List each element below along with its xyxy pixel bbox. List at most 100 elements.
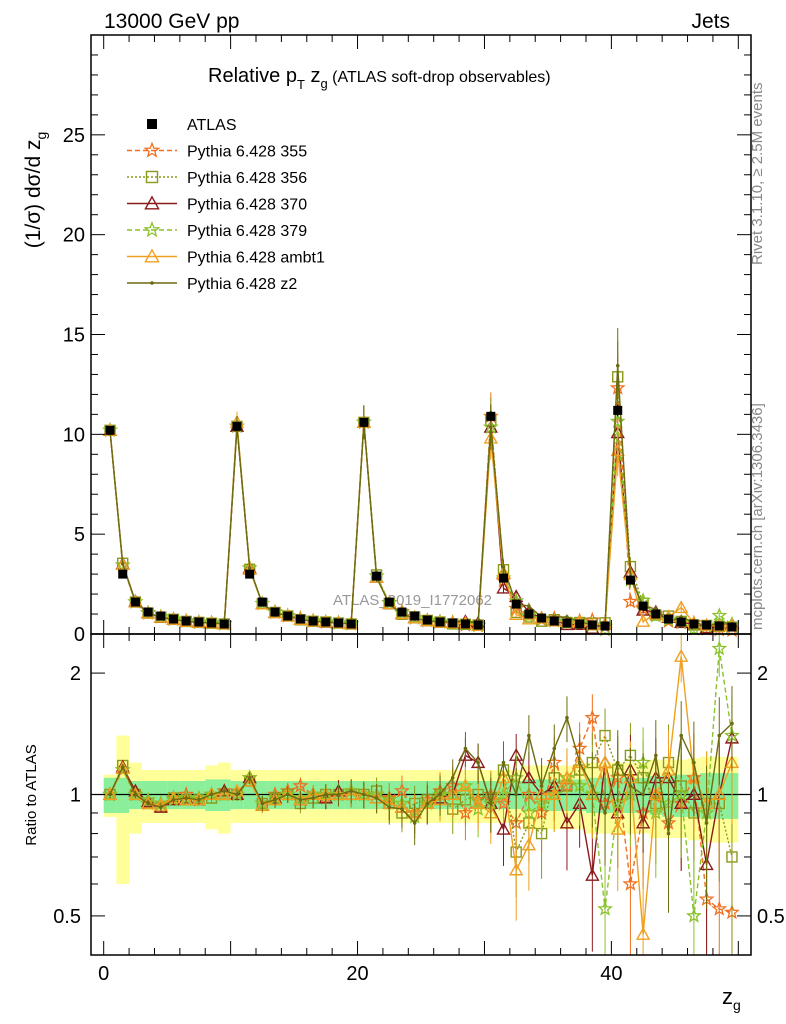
- atlas-point: [130, 597, 140, 607]
- ratio-line-5: [109, 715, 733, 834]
- atlas-point: [702, 620, 712, 630]
- atlas-point: [410, 611, 420, 621]
- atlas-point: [169, 614, 178, 624]
- atlas-point: [334, 618, 343, 628]
- ratio-point: [217, 787, 232, 800]
- series-point: [114, 556, 131, 572]
- atlas-point: [143, 607, 153, 617]
- atlas-point: [587, 620, 597, 630]
- legend-atlas-marker: [147, 119, 157, 129]
- series-point: [685, 620, 702, 636]
- atlas-point: [156, 611, 166, 621]
- atlas-point: [549, 616, 559, 626]
- atlas-point: [219, 619, 229, 629]
- atlas-point: [105, 425, 115, 435]
- legend-marker: [143, 141, 161, 158]
- x-axis-label: zg: [722, 984, 741, 1013]
- atlas-point: [689, 619, 699, 629]
- ratio-point: [685, 907, 702, 923]
- series-point: [711, 607, 728, 623]
- y-axis-label: (1/σ) dσ/d zg: [22, 132, 49, 249]
- ratio-y-tick-label: 2: [70, 663, 81, 685]
- atlas-point: [625, 575, 635, 585]
- title-sub-t: T: [297, 77, 305, 92]
- ratio-point: [711, 640, 728, 656]
- legend-marker: [145, 170, 159, 184]
- ratio-point: [387, 805, 392, 810]
- ratio-point: [298, 798, 303, 802]
- ratio-point: [242, 773, 257, 787]
- legend-label: Pythia 6.428 z2: [187, 276, 297, 293]
- ratio-point: [666, 831, 671, 836]
- series-point: [615, 363, 620, 368]
- series-line-5: [109, 365, 733, 628]
- ratio-point: [438, 792, 442, 797]
- ratio-point: [565, 715, 569, 720]
- title-sub-g: g: [320, 76, 327, 91]
- legend-marker: [143, 220, 161, 238]
- x-axis-label-text: z: [722, 984, 733, 1009]
- ratio-point: [711, 900, 728, 916]
- ratio-point: [171, 798, 176, 802]
- ratio-point: [324, 792, 328, 797]
- ratio-point: [584, 709, 601, 725]
- atlas-point: [714, 621, 724, 631]
- ratio-point: [539, 784, 544, 788]
- svg-text:zg: zg: [722, 984, 741, 1013]
- atlas-point: [118, 569, 128, 579]
- atlas-point: [232, 421, 242, 431]
- atlas-point: [537, 613, 547, 623]
- series-point: [509, 607, 524, 621]
- title-mid: z: [305, 65, 321, 87]
- header-left: 13000 GeV pp: [104, 10, 239, 33]
- atlas-point: [524, 609, 534, 619]
- y-tick-label: 15: [63, 325, 85, 347]
- ratio-band-stat: [116, 777, 130, 813]
- ratio-point: [120, 765, 125, 769]
- ratio-point: [521, 837, 537, 851]
- ratio-y-tick-label: 1: [757, 785, 768, 807]
- ratio-point: [726, 851, 738, 863]
- series-point: [565, 615, 569, 619]
- ratio-point: [146, 801, 150, 806]
- atlas-point: [486, 411, 496, 421]
- x-tick-label: 20: [346, 963, 368, 985]
- atlas-point: [562, 618, 572, 628]
- ratio-point: [717, 733, 722, 738]
- y-tick-label: 5: [74, 524, 85, 546]
- ratio-point: [362, 792, 366, 797]
- legend-label: Pythia 6.428 356: [187, 170, 307, 187]
- ratio-point: [514, 792, 518, 797]
- ratio-point: [603, 811, 607, 815]
- ratio-point: [102, 787, 118, 800]
- atlas-point: [295, 614, 305, 624]
- ratio-point: [501, 760, 506, 765]
- ratio-point: [222, 789, 227, 793]
- x-axis-label-sub: g: [733, 997, 741, 1013]
- atlas-point: [600, 621, 610, 631]
- atlas-point: [397, 607, 407, 617]
- ratio-point: [247, 776, 252, 780]
- ratio-point: [559, 815, 575, 829]
- legend: ATLAS Pythia 6.428 355 Pythia 6.428 356 Pyt…: [127, 117, 325, 293]
- legend-marker: [144, 195, 160, 210]
- atlas-point: [321, 617, 331, 627]
- ratio-point: [547, 787, 562, 800]
- ratio-y-tick-label: 2: [757, 663, 768, 685]
- ratio-point: [445, 787, 460, 800]
- series-point: [247, 566, 252, 570]
- ratio-point: [273, 798, 277, 802]
- title-main: Relative p: [208, 65, 297, 87]
- series-point: [610, 443, 625, 457]
- atlas-point: [422, 615, 432, 625]
- mcplots-label: mcplots.cern.ch [arXiv:1306.3436]: [749, 403, 766, 630]
- ratio-point: [292, 777, 309, 793]
- atlas-point: [283, 611, 293, 621]
- ratio-y-tick-label: 0.5: [53, 906, 81, 928]
- series-point: [501, 565, 506, 569]
- watermark: ATLAS_2019_I1772062: [333, 592, 492, 609]
- ratio-point: [552, 746, 557, 751]
- series-point: [120, 562, 125, 566]
- ratio-point: [577, 760, 582, 765]
- atlas-point: [308, 616, 318, 626]
